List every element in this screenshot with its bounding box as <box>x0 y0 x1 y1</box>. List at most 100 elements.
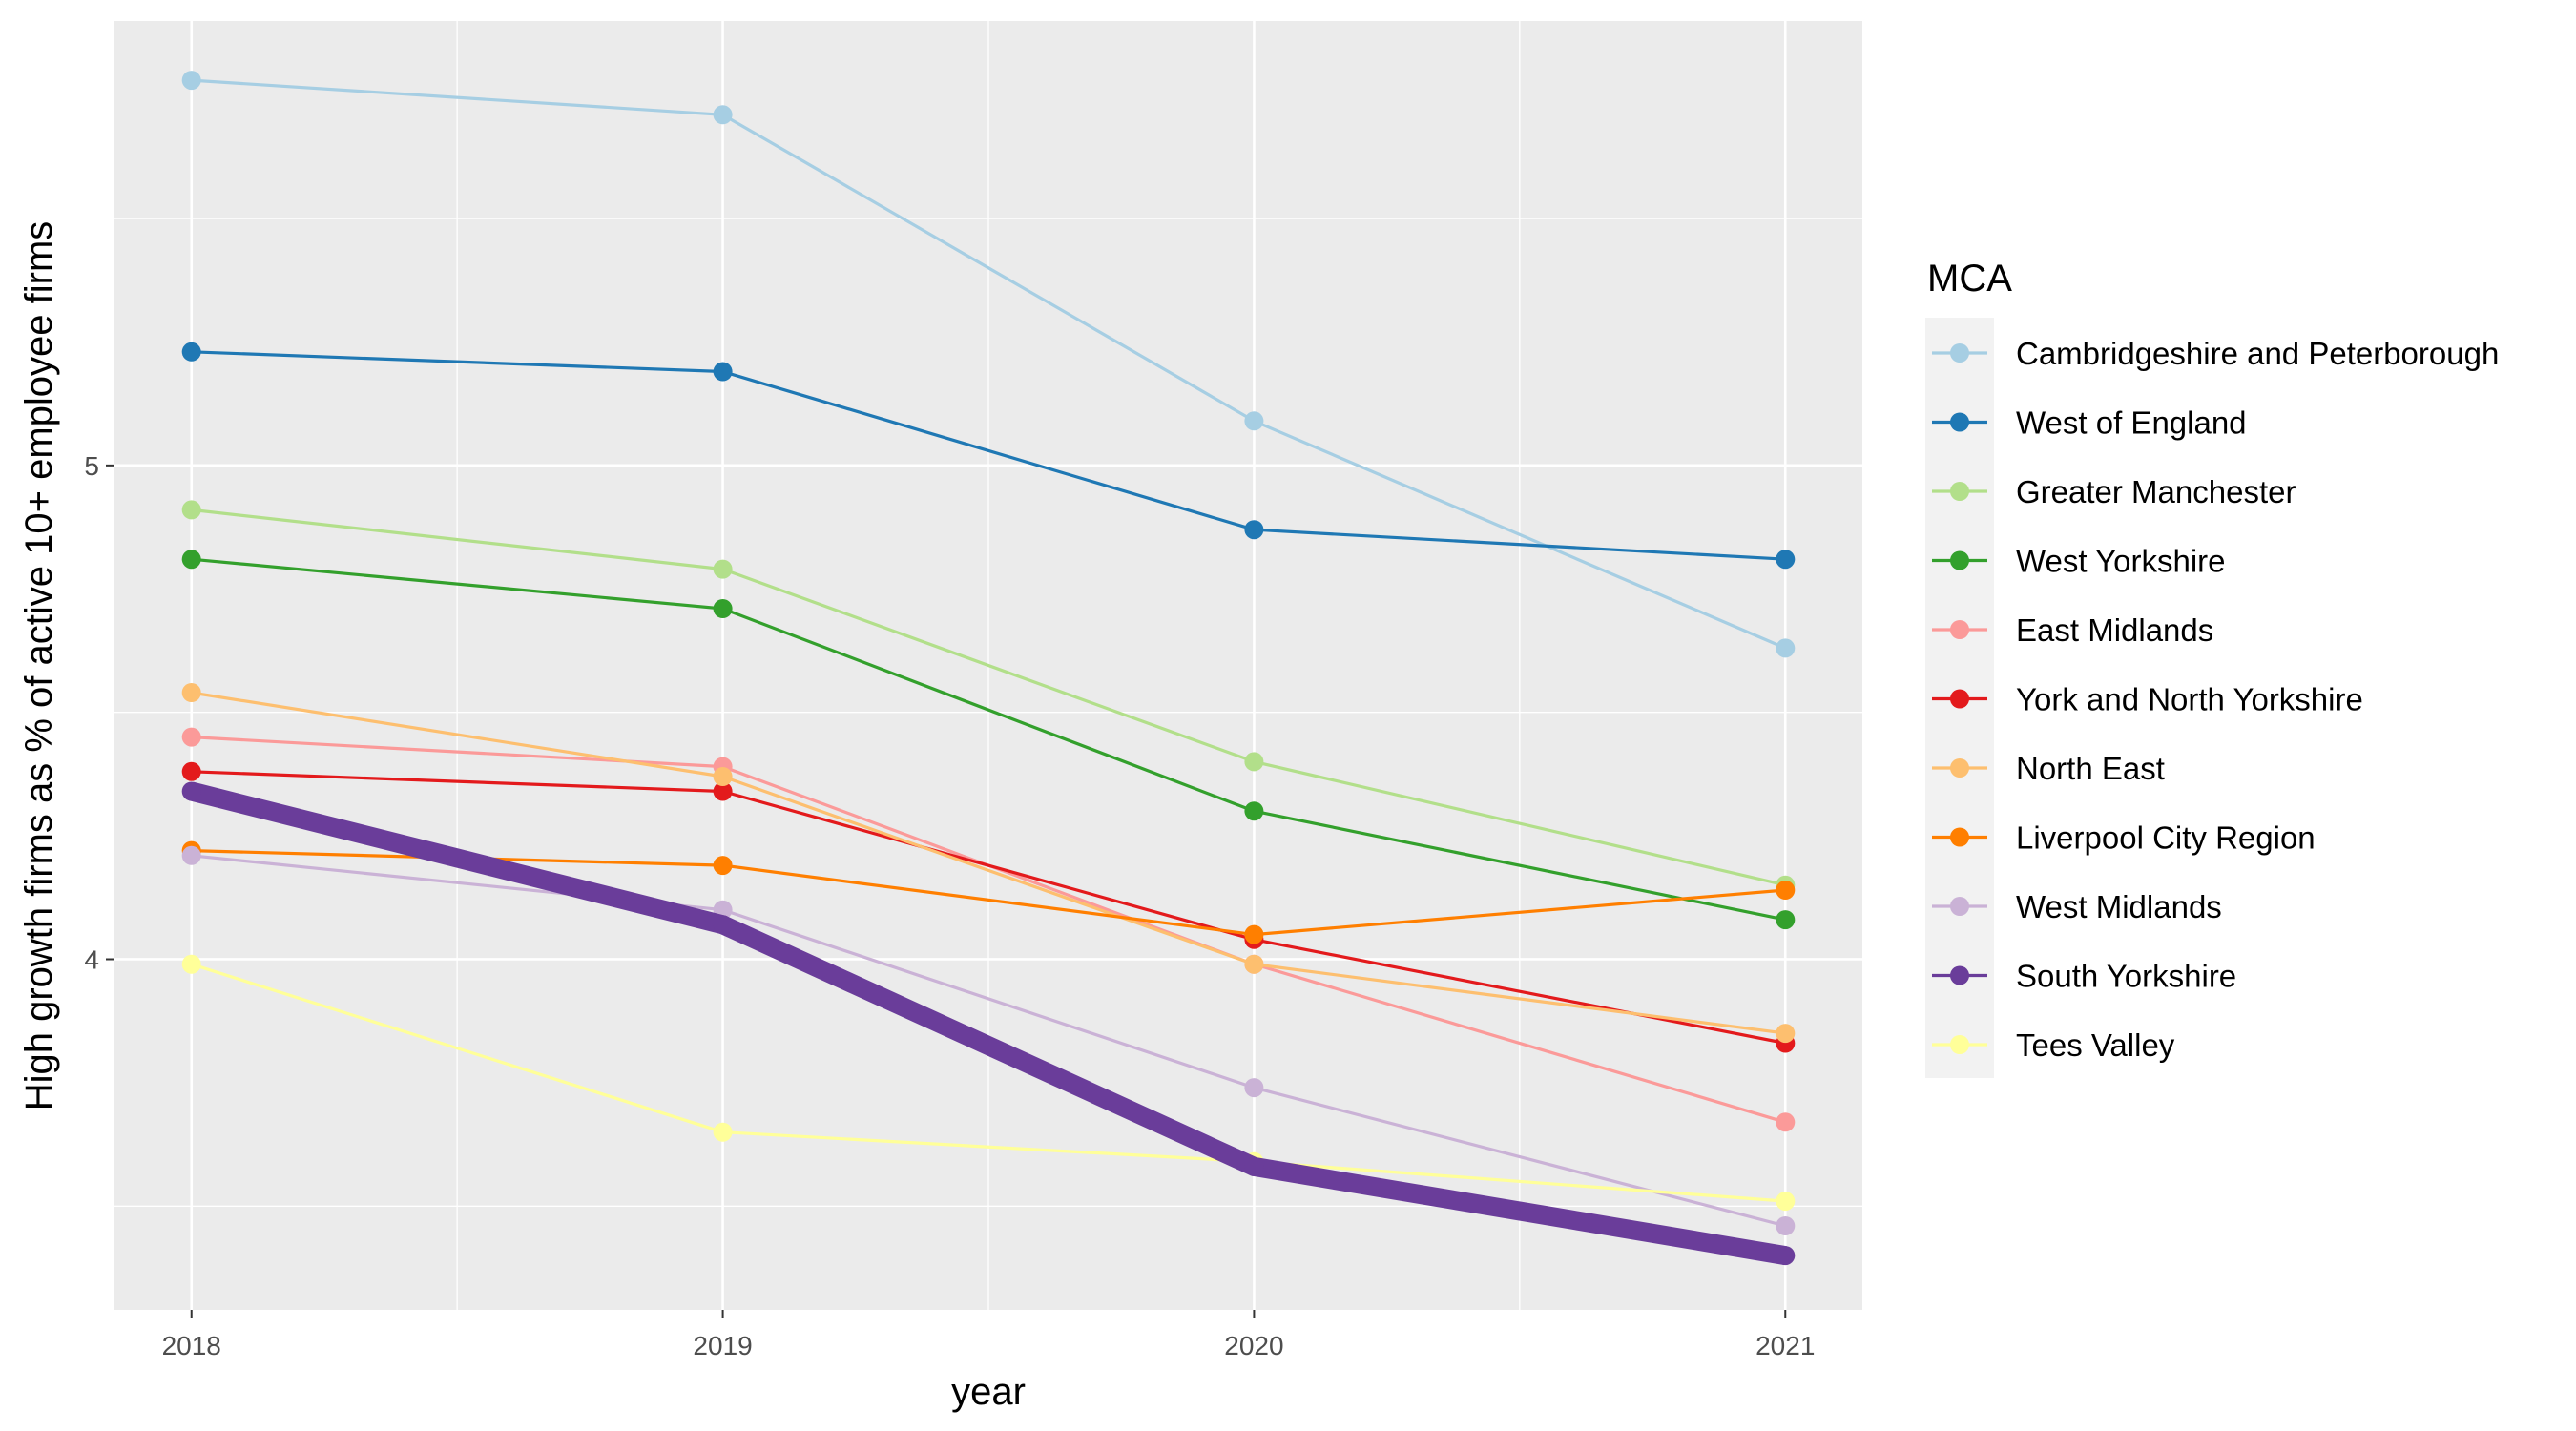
y-tick-label: 5 <box>84 451 99 481</box>
data-point-west-of-england <box>1776 550 1796 570</box>
data-point-west-of-england <box>1244 520 1264 540</box>
legend-label: South Yorkshire <box>2016 959 2236 994</box>
data-point-north-east <box>1244 954 1264 974</box>
data-point-south-yorkshire <box>1776 1246 1796 1266</box>
axis-ticks <box>106 464 1787 1318</box>
series-line-cambridgeshire-and-peterborough <box>191 78 1786 650</box>
legend-item-cambridgeshire-and-peterborough: Cambridgeshire and Peterborough <box>1932 336 2499 371</box>
legend-key-point <box>1950 897 1969 916</box>
y-tick-label: 4 <box>84 944 99 974</box>
data-point-greater-manchester <box>1244 752 1264 772</box>
legend-item-liverpool-city-region: Liverpool City Region <box>1932 820 2316 856</box>
series-line-greater-manchester <box>191 508 1786 887</box>
series-lines <box>181 71 1796 1266</box>
legend-key-point <box>1950 758 1969 778</box>
data-point-cambridgeshire-and-peterborough <box>1244 411 1264 431</box>
legend-key-point <box>1950 412 1969 432</box>
major-grid <box>114 21 1862 1310</box>
legend-label: Tees Valley <box>2016 1027 2175 1063</box>
legend-title: MCA <box>1927 258 2012 300</box>
x-tick-label: 2020 <box>1224 1331 1283 1360</box>
x-tick-label: 2019 <box>693 1331 752 1360</box>
data-point-liverpool-city-region <box>1244 924 1264 944</box>
legend-label: Cambridgeshire and Peterborough <box>2016 336 2499 371</box>
legend-item-west-yorkshire: West Yorkshire <box>1932 544 2226 579</box>
series-line-york-and-north-yorkshire <box>191 770 1786 1046</box>
legend-label: York and North Yorkshire <box>2016 682 2363 717</box>
data-point-york-and-north-yorkshire <box>713 781 733 801</box>
legend-key-point <box>1950 1035 1969 1054</box>
series-west-of-england <box>181 342 1796 570</box>
data-point-greater-manchester <box>713 559 733 579</box>
x-tick-label: 2018 <box>162 1331 221 1360</box>
data-point-south-yorkshire <box>1244 1156 1264 1176</box>
data-point-greater-manchester <box>181 500 201 520</box>
data-point-north-east <box>713 767 733 786</box>
series-west-midlands <box>181 845 1796 1235</box>
legend-label: North East <box>2016 751 2165 786</box>
series-line-north-east <box>191 691 1786 1035</box>
series-west-yorkshire <box>181 550 1796 930</box>
data-point-west-midlands <box>181 845 201 865</box>
data-point-cambridgeshire-and-peterborough <box>1776 638 1796 658</box>
data-point-west-midlands <box>1244 1078 1264 1098</box>
legend-item-south-yorkshire: South Yorkshire <box>1932 959 2236 994</box>
series-line-west-midlands <box>191 854 1786 1228</box>
data-point-tees-valley <box>181 954 201 974</box>
data-point-tees-valley <box>713 1122 733 1142</box>
legend-key-point <box>1950 343 1969 363</box>
legend-item-tees-valley: Tees Valley <box>1932 1027 2175 1063</box>
series-line-west-of-england <box>191 350 1786 561</box>
legend-key-point <box>1950 689 1969 709</box>
series-line-west-yorkshire <box>191 557 1786 922</box>
series-south-yorkshire <box>181 781 1796 1266</box>
y-tick-labels: 45 <box>84 451 99 975</box>
data-point-south-yorkshire <box>181 781 201 801</box>
legend-item-north-east: North East <box>1932 751 2165 786</box>
data-point-tees-valley <box>1776 1192 1796 1212</box>
legend-item-york-and-north-yorkshire: York and North Yorkshire <box>1932 682 2363 717</box>
x-axis-title: year <box>951 1371 1026 1413</box>
series-line-tees-valley <box>191 963 1786 1203</box>
legend-key-point <box>1950 965 1969 985</box>
legend-label: West Yorkshire <box>2016 544 2226 579</box>
y-axis-title: High growth firms as % of active 10+ emp… <box>18 221 60 1111</box>
data-point-east-midlands <box>1776 1112 1796 1132</box>
legend-label: West Midlands <box>2016 889 2222 924</box>
data-point-york-and-north-yorkshire <box>181 761 201 781</box>
legend: MCA Cambridgeshire and Peterborough West … <box>1925 258 2499 1078</box>
x-tick-label: 2021 <box>1755 1331 1815 1360</box>
data-point-cambridgeshire-and-peterborough <box>181 71 201 91</box>
data-point-liverpool-city-region <box>713 856 733 876</box>
series-cambridgeshire-and-peterborough <box>181 71 1796 658</box>
data-point-liverpool-city-region <box>1776 881 1796 900</box>
data-point-west-of-england <box>181 342 201 362</box>
data-point-north-east <box>1776 1024 1796 1044</box>
legend-label: East Midlands <box>2016 612 2213 648</box>
series-north-east <box>181 683 1796 1044</box>
legend-item-greater-manchester: Greater Manchester <box>1932 474 2296 509</box>
legend-label: Greater Manchester <box>2016 474 2296 509</box>
data-point-west-yorkshire <box>1244 801 1264 821</box>
legend-item-west-of-england: West of England <box>1932 405 2247 441</box>
data-point-east-midlands <box>181 727 201 747</box>
legend-item-east-midlands: East Midlands <box>1932 612 2213 648</box>
data-point-west-yorkshire <box>713 599 733 618</box>
data-point-west-of-england <box>713 362 733 382</box>
data-point-west-yorkshire <box>1776 910 1796 930</box>
legend-key-point <box>1950 620 1969 639</box>
legend-item-west-midlands: West Midlands <box>1932 889 2222 924</box>
legend-key-point <box>1950 482 1969 501</box>
series-line-south-yorkshire <box>189 781 1787 1265</box>
data-point-west-yorkshire <box>181 550 201 570</box>
data-point-west-midlands <box>1776 1216 1796 1235</box>
legend-items: Cambridgeshire and Peterborough West of E… <box>1932 336 2499 1063</box>
data-point-north-east <box>181 683 201 702</box>
data-point-south-yorkshire <box>713 915 733 935</box>
legend-key-point <box>1950 827 1969 847</box>
legend-key-point <box>1950 550 1969 570</box>
data-point-cambridgeshire-and-peterborough <box>713 105 733 125</box>
x-tick-labels: 2018 2019 2020 2021 <box>162 1331 1816 1360</box>
legend-label: West of England <box>2016 405 2247 441</box>
